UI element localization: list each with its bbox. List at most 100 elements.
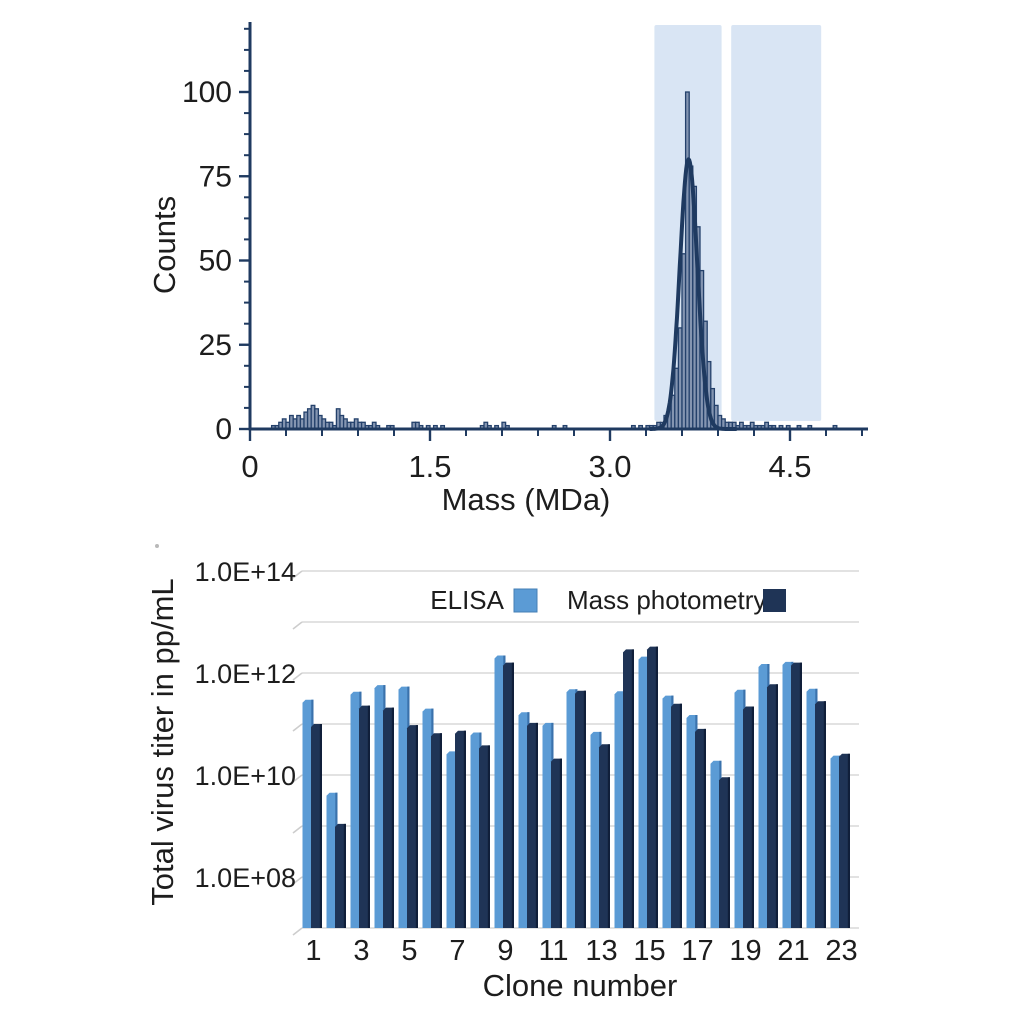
y-axis-title: Total virus titer in pp/mL — [145, 578, 180, 905]
bar-elisa-clone-20 — [758, 664, 770, 928]
bar-mp-clone-20 — [767, 684, 778, 928]
bar-elisa-clone-6 — [422, 708, 434, 928]
y-tick-label: 1.0E+12 — [195, 659, 296, 689]
bar-mp-clone-10 — [527, 722, 538, 928]
x-tick-label-clone-9: 9 — [497, 935, 513, 967]
bar-mp-clone-6-edge — [439, 733, 442, 928]
bar-mp-clone-13 — [599, 744, 610, 928]
y-tick-label: 100 — [182, 76, 232, 109]
bar-elisa-clone-8 — [470, 732, 482, 928]
bar-mp-clone-18 — [719, 777, 730, 928]
bar-elisa-clone-2 — [326, 792, 338, 928]
bar-mp-clone-5-edge — [415, 725, 418, 928]
x-tick-label-clone-1: 1 — [305, 935, 321, 967]
bar-mp-clone-10-edge — [535, 722, 538, 928]
y-tick-label: 1.0E+10 — [195, 761, 296, 791]
y-tick-label: 50 — [199, 245, 232, 278]
bar-mp-clone-17 — [695, 728, 706, 928]
bar-mp-clone-2 — [335, 823, 346, 928]
bar-mp-clone-23 — [839, 753, 850, 928]
bar-mp-clone-8 — [479, 745, 490, 928]
bar-mp-clone-4 — [383, 707, 394, 928]
legend-label-elisa: ELISA — [430, 585, 504, 615]
bar-elisa-clone-3 — [350, 691, 362, 928]
bar-mp-clone-15-edge — [655, 646, 658, 928]
bar-elisa-clone-11 — [542, 722, 554, 928]
gridline-hook — [292, 927, 303, 936]
bar-elisa-clone-15 — [638, 656, 650, 928]
bar-mp-clone-14 — [623, 649, 634, 928]
bar-elisa-clone-14 — [614, 691, 626, 928]
bar-mp-clone-14-edge — [631, 649, 634, 928]
legend-swatch-mass-photometry — [763, 589, 786, 612]
bar-mp-clone-23-edge — [847, 753, 850, 928]
x-tick-label: 3.0 — [588, 449, 631, 484]
x-tick-label-clone-17: 17 — [681, 935, 713, 967]
bar-mp-clone-21 — [791, 662, 802, 928]
legend-swatch-elisa — [513, 588, 538, 613]
bar-elisa-clone-16 — [662, 695, 674, 928]
bar-mp-clone-19-edge — [751, 706, 754, 928]
bar-mp-clone-1-edge — [319, 724, 322, 928]
x-tick-label-clone-11: 11 — [538, 935, 568, 967]
bar-mp-clone-12-edge — [583, 690, 586, 928]
x-tick-label: 0 — [241, 449, 258, 484]
bar-mp-clone-9-edge — [511, 662, 514, 928]
bar-mp-clone-20-edge — [775, 684, 778, 928]
bar-elisa-clone-1 — [302, 699, 314, 928]
gridline-hook — [292, 621, 303, 630]
bar-mp-clone-4-edge — [391, 707, 394, 928]
bar-elisa-clone-18 — [710, 760, 722, 928]
bar-elisa-clone-12 — [566, 689, 578, 928]
x-tick-label-clone-19: 19 — [729, 935, 761, 967]
bar-elisa-clone-21 — [782, 661, 794, 928]
gridline-hook — [292, 723, 303, 732]
x-tick-label-clone-15: 15 — [633, 935, 665, 967]
bar-elisa-clone-5 — [398, 686, 410, 928]
gridline-hook — [292, 672, 303, 681]
bar-elisa-clone-17 — [686, 715, 698, 928]
x-tick-label-clone-3: 3 — [353, 935, 369, 967]
bar-mp-clone-12 — [575, 690, 586, 928]
bar-mp-clone-13-edge — [607, 744, 610, 928]
bar-mp-clone-8-edge — [487, 745, 490, 928]
bar-mp-clone-16 — [671, 703, 682, 928]
x-axis-title: Clone number — [483, 968, 678, 1003]
bar-mp-clone-9 — [503, 662, 514, 928]
bar-elisa-clone-13 — [590, 731, 602, 928]
bar-elisa-clone-19 — [734, 689, 746, 928]
bar-elisa-clone-9 — [494, 655, 506, 928]
bar-elisa-clone-23 — [830, 755, 842, 928]
bar-mp-clone-3 — [359, 705, 370, 928]
y-tick-label: 25 — [199, 329, 232, 362]
x-tick-label-clone-21: 21 — [777, 935, 809, 967]
bar-mp-clone-15 — [647, 646, 658, 928]
bar-mp-clone-6 — [431, 733, 442, 928]
y-tick-label: 0 — [215, 413, 232, 446]
x-tick-label-clone-23: 23 — [825, 935, 857, 967]
y-tick-label: 1.0E+14 — [195, 557, 296, 587]
bar-mp-clone-22 — [815, 701, 826, 928]
bar-mp-clone-22-edge — [823, 701, 826, 928]
bar-mp-clone-16-edge — [679, 703, 682, 928]
y-axis-title: Counts — [147, 196, 182, 294]
bar-elisa-clone-10 — [518, 712, 530, 928]
y-tick-label: 1.0E+08 — [195, 863, 296, 893]
y-tick-label: 75 — [199, 160, 232, 193]
gridline-hook — [292, 570, 303, 579]
x-tick-label: 1.5 — [408, 449, 451, 484]
x-tick-label-clone-13: 13 — [585, 935, 617, 967]
gridline-hook — [292, 825, 303, 834]
bar-mp-clone-7-edge — [463, 730, 466, 928]
bar-mp-clone-17-edge — [703, 728, 706, 928]
bar-elisa-clone-4 — [374, 685, 386, 928]
x-tick-label-clone-5: 5 — [401, 935, 417, 967]
highlight-region-2 — [731, 25, 822, 421]
bar-mp-clone-1 — [311, 724, 322, 928]
x-axis-title: Mass (MDa) — [442, 482, 611, 517]
legend-label-mass-photometry: Mass photometry — [567, 585, 766, 615]
bar-mp-clone-11 — [551, 758, 562, 928]
bar-mp-clone-21-edge — [799, 662, 802, 928]
bar-mp-clone-2-edge — [343, 823, 346, 928]
